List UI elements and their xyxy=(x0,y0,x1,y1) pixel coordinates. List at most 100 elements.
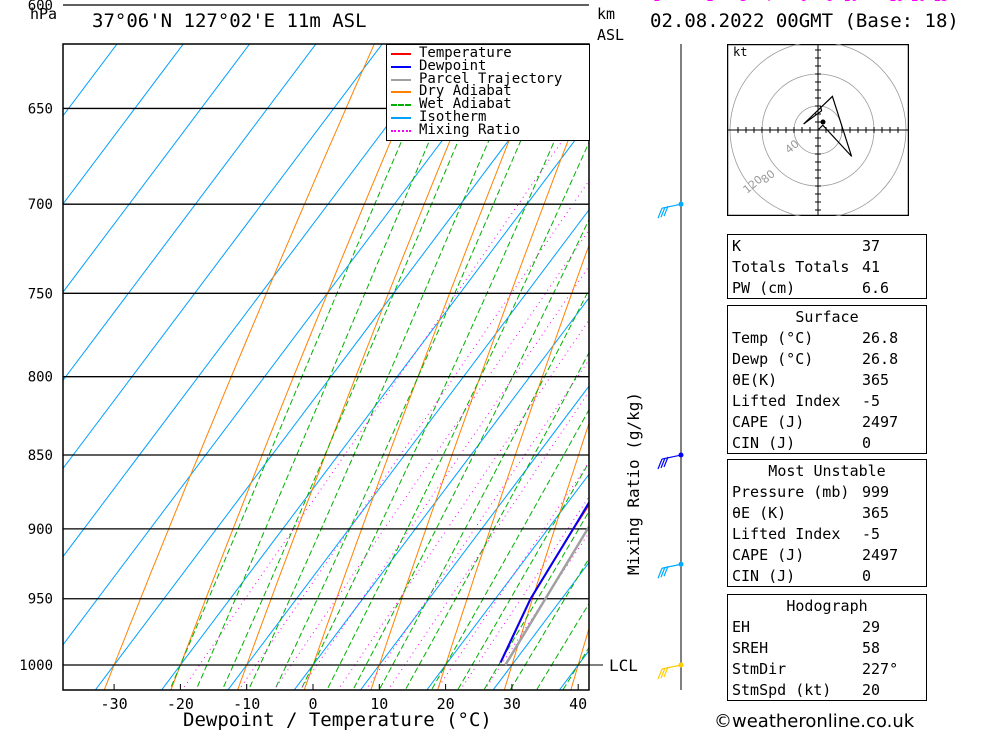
table-title-row: Most Unstable xyxy=(728,460,927,482)
table-row: Lifted Index -5 xyxy=(728,523,927,544)
table-row: EH 29 xyxy=(728,616,927,637)
row-label: Lifted Index xyxy=(732,391,841,410)
table-row: StmDir 227° xyxy=(728,658,927,679)
legend-label: Isotherm xyxy=(419,108,487,125)
row-label: Lifted Index xyxy=(732,524,841,543)
legend-swatch xyxy=(391,104,411,107)
plot-frame xyxy=(62,43,590,691)
isotherm-line xyxy=(0,0,754,728)
row-label: K xyxy=(732,236,742,255)
wind-barb-flag xyxy=(663,456,669,468)
dry-adiabat-line xyxy=(103,44,375,690)
mixing-ratio-line xyxy=(387,390,589,690)
wind-barb-flag xyxy=(657,568,663,579)
table-title-row: Hodograph xyxy=(728,595,927,617)
asl-unit-label: ASL xyxy=(597,26,625,44)
mixing-ratio-line xyxy=(299,265,589,690)
legend-swatch xyxy=(391,116,411,119)
x-tick-label: 0 xyxy=(308,695,317,713)
legend-item: Temperature xyxy=(387,45,589,61)
wind-barb-flag xyxy=(663,566,669,577)
mixing-ratio-line xyxy=(273,229,589,690)
temperature-tick-labels: -30 -20 -10 0 10 20 30 40 xyxy=(101,684,587,713)
pressure-tick-label: 900 xyxy=(28,522,53,538)
row-value: 26.8 xyxy=(862,349,899,368)
mixing-ratio-label: 2 xyxy=(707,0,714,4)
row-label: EH xyxy=(732,617,751,636)
wind-barb-flag xyxy=(663,666,669,678)
wind-profile-column xyxy=(657,44,684,690)
wet-adiabat-line xyxy=(457,461,589,690)
row-value: 20 xyxy=(862,680,881,699)
isotherm-line xyxy=(94,44,582,690)
table-row: CIN (J) 0 xyxy=(728,432,927,454)
mixing-ratio-line xyxy=(459,495,589,690)
wind-barb-flag xyxy=(660,457,666,469)
wind-barb-flag xyxy=(657,458,663,470)
row-value: 365 xyxy=(862,370,890,389)
table-row: StmSpd (kt) 20 xyxy=(728,679,927,701)
table-row: K 37 xyxy=(728,235,927,257)
row-value: 41 xyxy=(862,257,881,276)
isobars xyxy=(63,4,603,666)
table-title: Most Unstable xyxy=(768,461,886,480)
table-row: SREH 58 xyxy=(728,637,927,658)
legend-item: Dewpoint xyxy=(387,59,589,73)
row-label: θE(K) xyxy=(732,370,778,389)
wind-barb-flag xyxy=(660,667,666,679)
wind-barb-flag xyxy=(660,206,666,218)
mixing-ratio-label: 10 xyxy=(843,0,857,4)
wet-adiabat-line xyxy=(430,408,589,690)
legend-swatch xyxy=(391,91,411,94)
row-value: 0 xyxy=(862,433,872,452)
legend-item: Parcel Trajectory xyxy=(387,70,589,87)
row-label: CAPE (J) xyxy=(732,545,805,564)
mixing-ratio-line xyxy=(435,461,589,690)
legend-item: Dry Adiabat xyxy=(387,84,589,98)
table-row: CAPE (J) 2497 xyxy=(728,544,927,565)
row-value: 29 xyxy=(862,617,881,636)
table-title-row: Surface xyxy=(728,306,927,328)
x-tick-label: -30 xyxy=(101,695,128,713)
wind-barb-flag xyxy=(657,207,663,219)
row-value: 227° xyxy=(862,659,899,678)
mixing-ratio-labels: 1 2 3 4 6 8 10 16 20 25 xyxy=(653,0,948,4)
table-row: Pressure (mb) 999 xyxy=(728,481,927,502)
wet-adiabat-line xyxy=(169,44,444,690)
wind-barb-flag xyxy=(663,205,669,217)
legend-swatch xyxy=(391,78,411,81)
row-label: θE (K) xyxy=(732,503,787,522)
mixing-ratio-label: 4 xyxy=(764,0,771,4)
row-value: -5 xyxy=(862,524,881,543)
legend-label: Temperature xyxy=(419,45,512,61)
table-row: Totals Totals 41 xyxy=(728,256,927,277)
isotherm-line xyxy=(227,208,589,690)
dry-adiabat-line xyxy=(437,243,589,690)
pressure-tick-label: 700 xyxy=(28,197,53,213)
isotherm-line xyxy=(160,120,589,690)
hodograph-table: Hodograph EH 29 SREH 58 StmDir 227° StmSpd (kt)… xyxy=(727,594,927,701)
storm-motion-marker xyxy=(820,119,826,125)
table-title: Hodograph xyxy=(786,596,868,615)
hpa-unit-label: hPa xyxy=(30,5,58,23)
wind-barb-flag xyxy=(657,668,663,680)
pressure-tick-label: 800 xyxy=(28,370,53,386)
wind-barb-flag xyxy=(660,567,666,578)
dry-adiabat-line xyxy=(963,0,1000,728)
row-value: 26.8 xyxy=(862,328,899,347)
legend-swatch xyxy=(391,129,411,132)
row-label: Temp (°C) xyxy=(732,328,814,347)
row-label: Dewp (°C) xyxy=(732,349,814,368)
row-value: 2497 xyxy=(862,545,899,564)
row-label: PW (cm) xyxy=(732,278,796,297)
row-label: StmSpd (kt) xyxy=(732,680,832,699)
pressure-tick-label: 600 xyxy=(28,0,53,14)
legend-label: Parcel Trajectory xyxy=(419,70,563,87)
mixing-ratio-label: 20 xyxy=(911,0,925,4)
legend: Temperature Dewpoint Parcel Trajectory Dry … xyxy=(386,44,590,141)
row-value: 999 xyxy=(862,482,890,501)
row-value: -5 xyxy=(862,391,881,410)
row-label: CAPE (J) xyxy=(732,412,805,431)
